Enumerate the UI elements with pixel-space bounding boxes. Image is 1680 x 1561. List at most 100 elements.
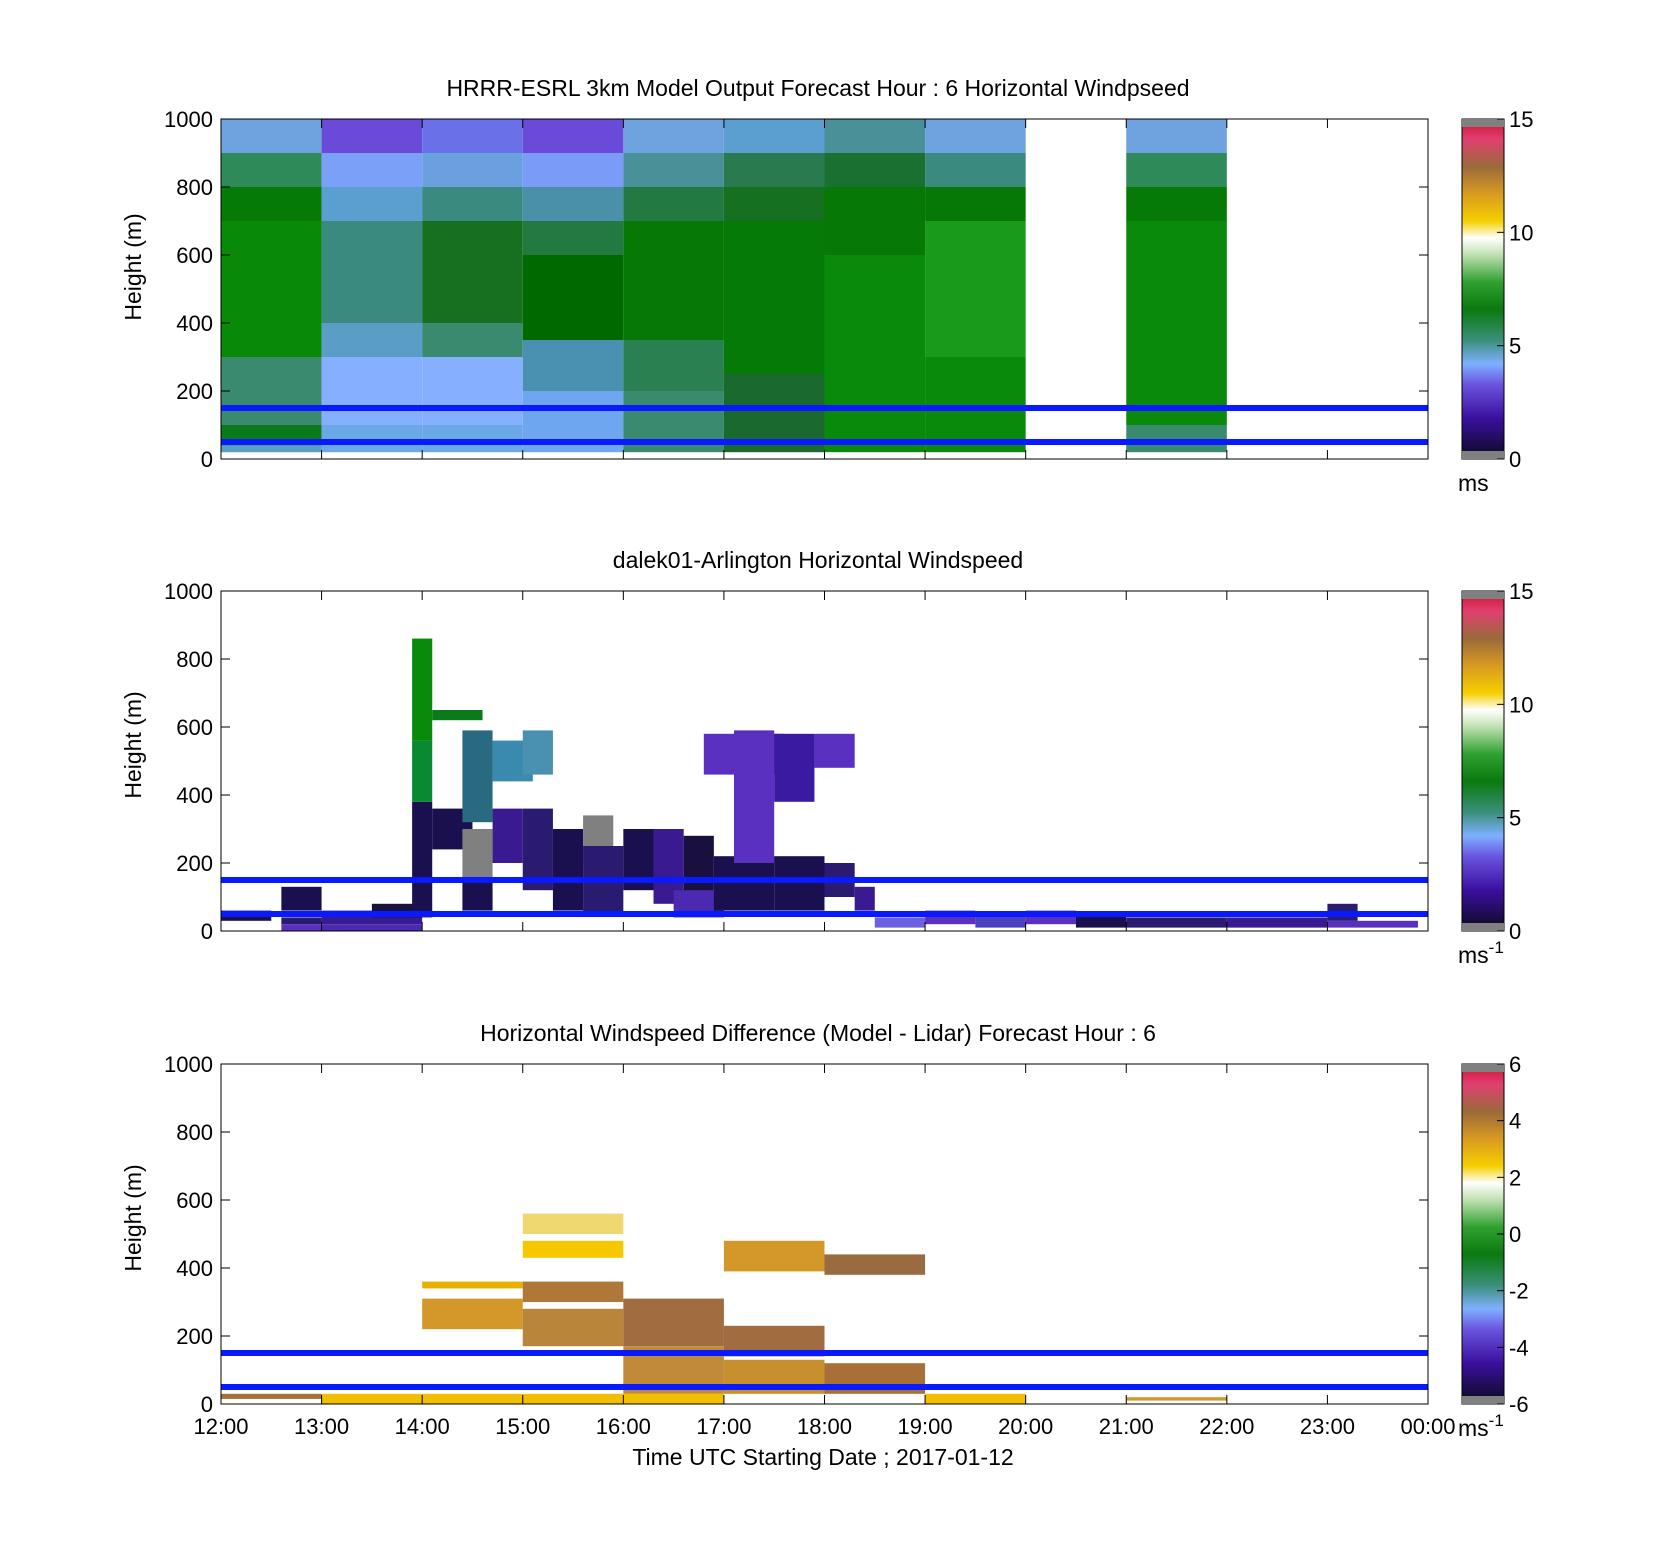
heatmap-cell	[1075, 914, 1127, 928]
x-tick-label: 19:00	[898, 1414, 953, 1439]
heatmap-cell	[1226, 917, 1328, 928]
heatmap-cell	[623, 119, 724, 153]
heatmap-cell	[422, 425, 523, 453]
y-tick-label: 600	[176, 1188, 213, 1213]
heatmap-cell	[281, 886, 322, 911]
colorbar-tick-label: 5	[1509, 334, 1521, 359]
panel-lidar-title: dalek01-Arlington Horizontal Windspeed	[613, 547, 1023, 573]
heatmap-cell	[824, 255, 926, 453]
heatmap-cell	[522, 255, 624, 340]
heatmap-cell	[522, 221, 624, 255]
heatmap-cell	[1126, 119, 1227, 153]
colorbar-tick-label: -4	[1509, 1335, 1529, 1360]
heatmap-cell	[1126, 153, 1227, 187]
x-tick-label: 21:00	[1099, 1414, 1154, 1439]
heatmap-cell	[723, 119, 825, 153]
x-tick-label: 18:00	[797, 1414, 852, 1439]
y-tick-label: 1000	[164, 107, 213, 132]
heatmap-cell	[492, 808, 523, 863]
y-tick-label: 0	[201, 919, 213, 944]
panel-model-xticks	[220, 119, 1429, 459]
y-tick-label: 1000	[164, 1052, 213, 1077]
heatmap-cell	[221, 357, 322, 391]
heatmap-cell	[623, 187, 724, 221]
heatmap-cell	[522, 1240, 624, 1258]
panel-model-colorbar: 0 5 10 15 ms	[1458, 107, 1533, 496]
panel-model-yticks: 0 200 400 600 800 1000	[164, 107, 1428, 472]
colorbar-under	[1462, 1396, 1504, 1404]
heatmap-cell	[824, 1254, 926, 1275]
heatmap-cell	[774, 733, 815, 802]
heatmap-cell	[522, 1308, 624, 1347]
heatmap-cell	[824, 187, 926, 255]
panel-lidar: dalek01-Arlington Horizontal Windspeed 0…	[120, 547, 1533, 968]
panel-lidar-cells	[221, 638, 1418, 931]
heatmap-cell	[623, 340, 724, 391]
heatmap-cell	[462, 829, 493, 880]
colorbar-tick-label: 0	[1509, 919, 1521, 944]
y-tick-label: 600	[176, 243, 213, 268]
panel-difference-xticks: 12:00 13:00 14:00 15:00 16:00 17:00 18:00 19:00…	[193, 1064, 1456, 1439]
heatmap-cell	[422, 221, 523, 323]
heatmap-cell	[221, 1393, 322, 1399]
heatmap-cell	[623, 1298, 724, 1347]
colorbar-tick-label: 2	[1509, 1165, 1521, 1190]
heatmap-cell	[321, 357, 423, 425]
heatmap-cell	[814, 733, 855, 768]
heatmap-cell	[1126, 221, 1227, 425]
colorbar-gradient	[1461, 118, 1505, 460]
heatmap-cell	[925, 119, 1026, 153]
panel-difference-colorbar: -6 -4 -2 0 2 4 6 ms-1	[1458, 1052, 1529, 1441]
colorbar-over	[1462, 119, 1504, 127]
colorbar-tick-label: 10	[1509, 220, 1533, 245]
heatmap-cell	[462, 730, 493, 823]
heatmap-cell	[422, 119, 523, 153]
heatmap-cell	[221, 153, 322, 187]
heatmap-cell	[975, 914, 1026, 928]
colorbar-tick-label: 5	[1509, 806, 1521, 831]
heatmap-cell	[412, 801, 433, 918]
heatmap-cell	[221, 445, 322, 453]
colorbar-tick-label: 10	[1509, 692, 1533, 717]
heatmap-cell	[522, 808, 553, 891]
colorbar-under	[1462, 923, 1504, 931]
heatmap-cell	[422, 153, 523, 187]
panel-difference-reference-lines	[221, 1350, 1428, 1390]
x-tick-label: 00:00	[1400, 1414, 1455, 1439]
heatmap-cell	[522, 119, 624, 153]
heatmap-cell	[774, 856, 825, 911]
heatmap-cell	[522, 1213, 624, 1234]
y-tick-label: 0	[201, 1392, 213, 1417]
heatmap-cell	[422, 1298, 523, 1330]
y-tick-label: 600	[176, 715, 213, 740]
x-axis-label: Time UTC Starting Date ; 2017-01-12	[632, 1444, 1013, 1470]
panel-model-cells	[221, 119, 1227, 453]
heatmap-cell	[1126, 187, 1227, 221]
heatmap-cell	[925, 153, 1026, 187]
heatmap-cell	[1126, 917, 1227, 928]
panel-difference-ylabel: Height (m)	[120, 1164, 146, 1271]
panel-lidar-ylabel: Height (m)	[120, 691, 146, 798]
x-tick-label: 20:00	[998, 1414, 1053, 1439]
heatmap-cell	[1126, 425, 1227, 453]
heatmap-cell	[221, 187, 322, 221]
panel-lidar-reference-lines	[221, 877, 1428, 917]
heatmap-cell	[723, 153, 825, 187]
x-tick-label: 12:00	[193, 1414, 248, 1439]
heatmap-cell	[854, 886, 875, 911]
panel-model-title: HRRR-ESRL 3km Model Output Forecast Hour…	[446, 75, 1189, 101]
heatmap-cell	[1327, 920, 1418, 928]
panel-lidar-yticks: 0 200 400 600 800 1000	[164, 579, 1428, 944]
heatmap-cell	[683, 835, 714, 897]
heatmap-cell	[321, 323, 423, 357]
heatmap-cell	[723, 221, 825, 374]
heatmap-cell	[422, 357, 523, 425]
heatmap-cell	[723, 1240, 825, 1272]
panel-model-reference-lines	[221, 405, 1428, 445]
heatmap-cell	[522, 340, 624, 391]
heatmap-cell	[713, 856, 775, 911]
colorbar-tick-label: 6	[1509, 1052, 1521, 1077]
heatmap-cell	[733, 730, 775, 863]
panel-difference-yticks: 0 200 400 600 800 1000	[164, 1052, 1428, 1417]
heatmap-cell	[321, 924, 423, 931]
